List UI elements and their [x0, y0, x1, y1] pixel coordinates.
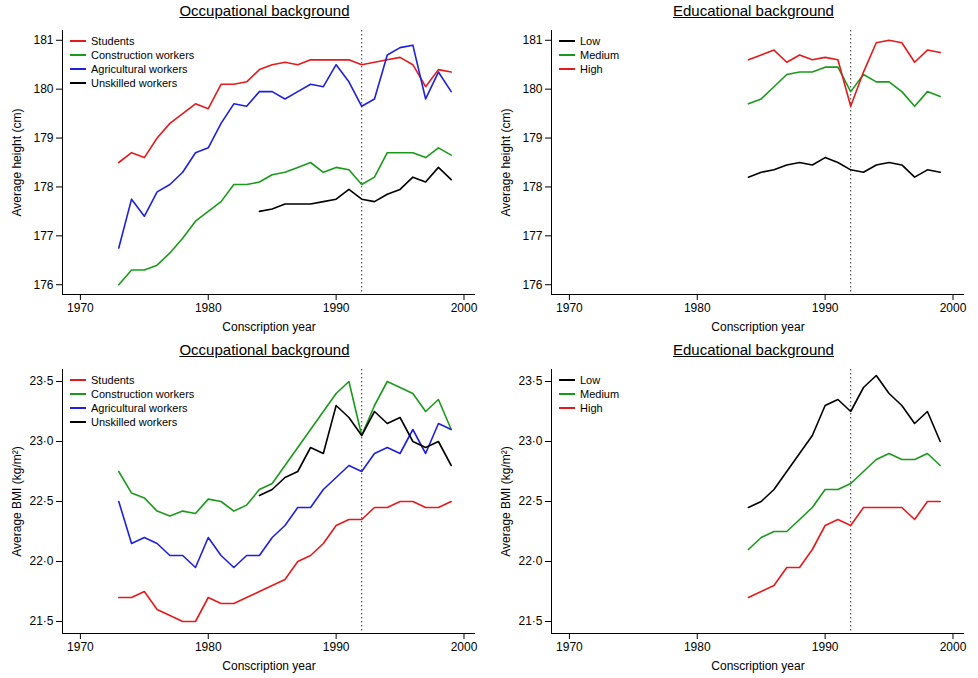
html-text:Medium: Medium	[580, 49, 620, 61]
svg-text:179: 179	[522, 131, 542, 145]
html-text:Low: Low	[580, 374, 601, 386]
svg-text:1970: 1970	[556, 640, 583, 654]
svg-text:1990: 1990	[323, 301, 350, 315]
svg-text:22·0: 22·0	[29, 554, 53, 568]
svg-text:Average height (cm): Average height (cm)	[10, 109, 24, 217]
svg-text:22·5: 22·5	[518, 494, 542, 508]
svg-text:178: 178	[522, 180, 542, 194]
html-text:Students: Students	[91, 35, 135, 47]
svg-text:2000: 2000	[451, 301, 478, 315]
svg-text:Conscription year: Conscription year	[711, 659, 804, 673]
svg-text:1990: 1990	[812, 640, 839, 654]
svg-text:180: 180	[522, 82, 542, 96]
svg-text:21·5: 21·5	[518, 614, 542, 628]
html-text:Educational background: Educational background	[673, 341, 834, 358]
svg-text:23·0: 23·0	[29, 434, 53, 448]
svg-text:23·5: 23·5	[518, 374, 542, 388]
svg-text:178: 178	[33, 180, 53, 194]
svg-text:Average height (cm): Average height (cm)	[499, 109, 513, 217]
html-text:Construction workers: Construction workers	[91, 388, 195, 400]
svg-text:1990: 1990	[812, 301, 839, 315]
html-text:High: High	[580, 402, 603, 414]
svg-text:23·5: 23·5	[29, 374, 53, 388]
html-text:Construction workers: Construction workers	[91, 49, 195, 61]
html-text:Educational background: Educational background	[673, 2, 834, 19]
svg-text:1980: 1980	[195, 301, 222, 315]
svg-text:Average BMI (kg/m²): Average BMI (kg/m²)	[10, 446, 24, 556]
html-text:Occupational background: Occupational background	[179, 341, 350, 358]
svg-text:177: 177	[33, 229, 53, 243]
svg-text:181: 181	[522, 33, 542, 47]
svg-text:180: 180	[33, 82, 53, 96]
svg-text:181: 181	[33, 33, 53, 47]
html-text:Students: Students	[91, 374, 135, 386]
svg-text:22·0: 22·0	[518, 554, 542, 568]
svg-text:2000: 2000	[451, 640, 478, 654]
svg-text:1980: 1980	[195, 640, 222, 654]
svg-text:1970: 1970	[67, 640, 94, 654]
html-text:Unskilled workers: Unskilled workers	[91, 77, 178, 89]
svg-text:Average BMI (kg/m²): Average BMI (kg/m²)	[499, 446, 513, 556]
html-text:Low: Low	[580, 35, 601, 47]
html-text:Unskilled workers: Unskilled workers	[91, 416, 178, 428]
svg-text:Conscription year: Conscription year	[222, 320, 315, 334]
svg-text:176: 176	[33, 278, 53, 292]
html-text:High: High	[580, 63, 603, 75]
svg-text:23·0: 23·0	[518, 434, 542, 448]
svg-text:177: 177	[522, 229, 542, 243]
html-text:Occupational background: Occupational background	[179, 2, 350, 19]
svg-text:22·5: 22·5	[29, 494, 53, 508]
svg-text:Conscription year: Conscription year	[222, 659, 315, 673]
svg-text:1980: 1980	[684, 640, 711, 654]
svg-text:Conscription year: Conscription year	[711, 320, 804, 334]
svg-text:176: 176	[522, 278, 542, 292]
svg-text:179: 179	[33, 131, 53, 145]
svg-text:1990: 1990	[323, 640, 350, 654]
svg-text:2000: 2000	[940, 301, 967, 315]
html-text:Agricultural workers: Agricultural workers	[91, 402, 188, 414]
svg-text:1980: 1980	[684, 301, 711, 315]
svg-text:1970: 1970	[67, 301, 94, 315]
html-text:Medium: Medium	[580, 388, 620, 400]
html-text:Agricultural workers: Agricultural workers	[91, 63, 188, 75]
svg-text:1970: 1970	[556, 301, 583, 315]
svg-text:2000: 2000	[940, 640, 967, 654]
svg-text:21·5: 21·5	[29, 614, 53, 628]
